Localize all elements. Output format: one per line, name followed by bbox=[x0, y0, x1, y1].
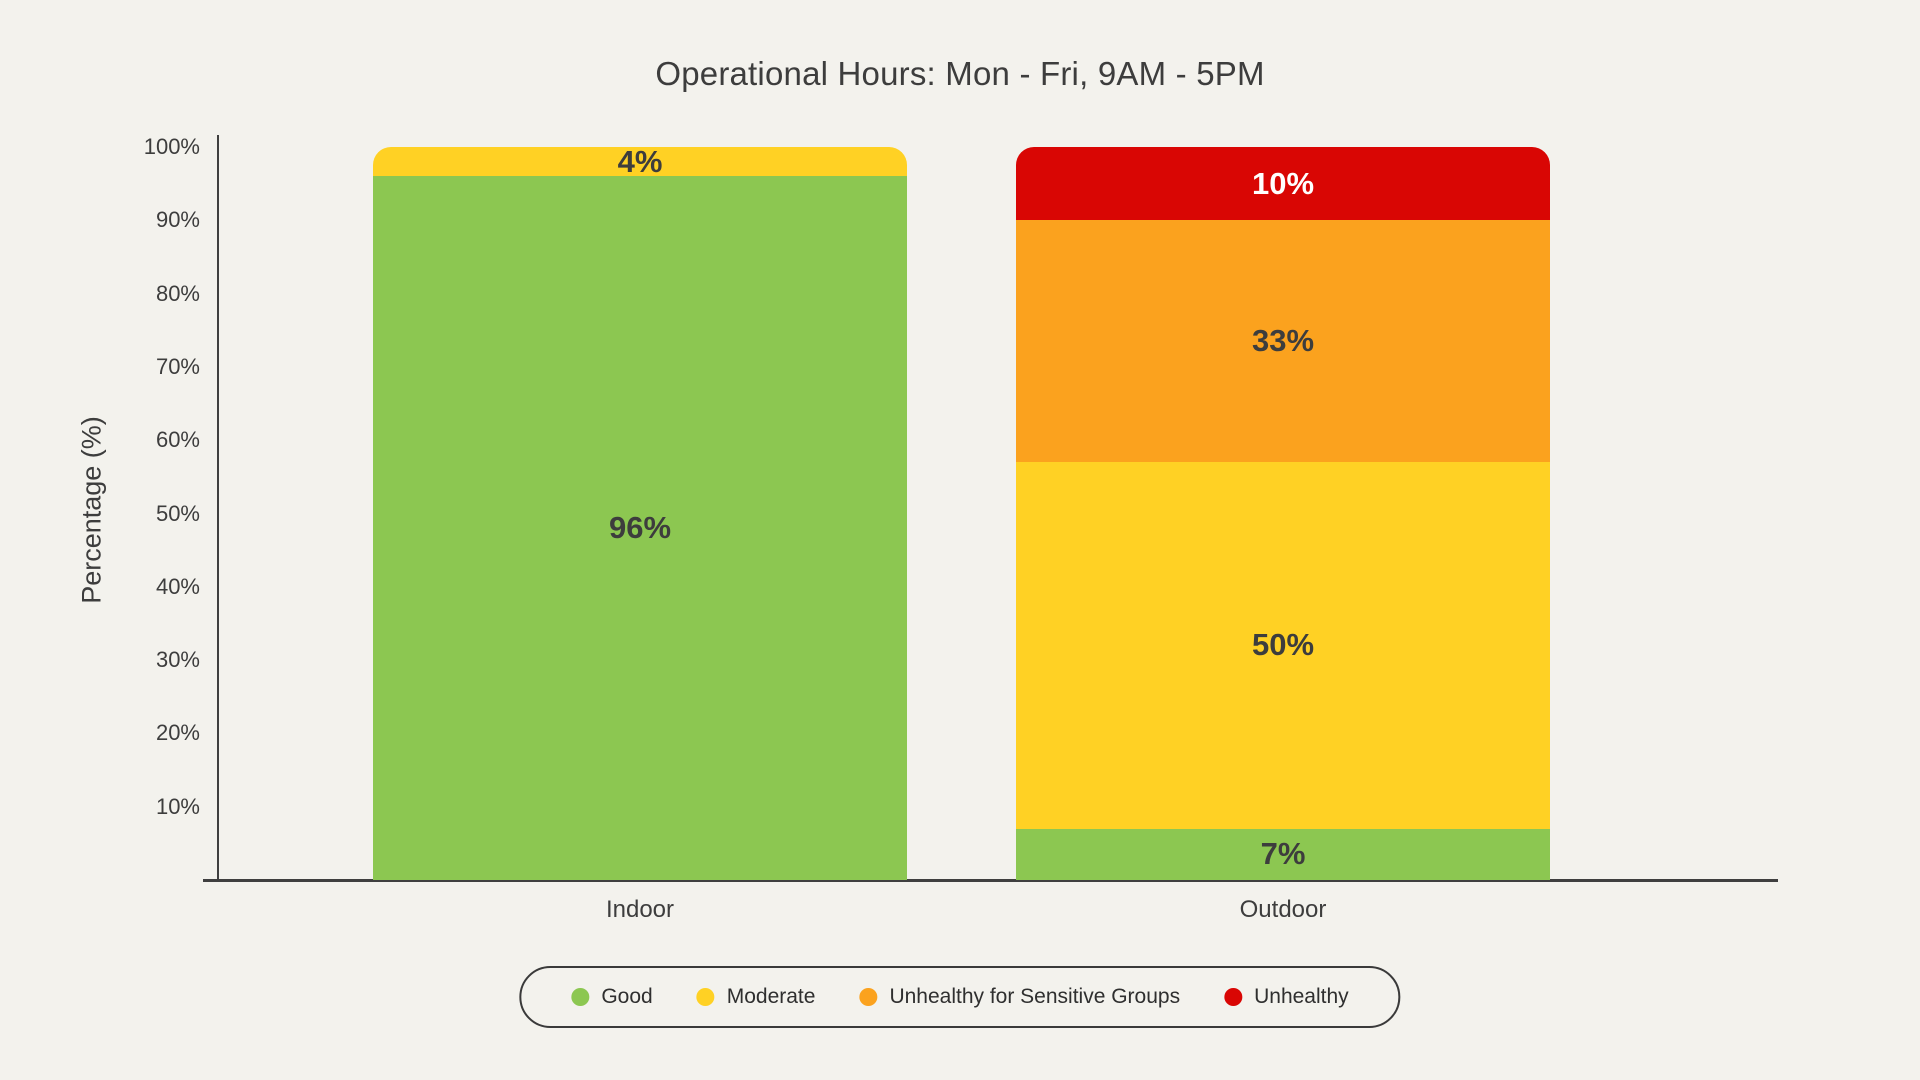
x-category-label-outdoor: Outdoor bbox=[1239, 896, 1327, 923]
y-tick-label: 20% bbox=[155, 720, 200, 746]
segment-value-label: 4% bbox=[617, 143, 663, 179]
legend-item-unhealthy-for-sensitive-groups: Unhealthy for Sensitive Groups bbox=[859, 985, 1180, 1009]
segment-value-label: 10% bbox=[1251, 165, 1315, 201]
legend-item-moderate: Moderate bbox=[696, 985, 816, 1009]
bar-outdoor: 7% 50% 33% 10% bbox=[1016, 147, 1550, 880]
segment-indoor-moderate: 4% bbox=[373, 144, 907, 179]
legend-item-label: Unhealthy for Sensitive Groups bbox=[889, 985, 1181, 1008]
legend-item-good: Good bbox=[571, 985, 653, 1009]
y-tick-label: 30% bbox=[155, 647, 200, 673]
legend-color-dot-icon bbox=[1224, 988, 1243, 1006]
legend-item-label: Moderate bbox=[726, 985, 816, 1008]
segment-outdoor-moderate: 50% bbox=[1016, 462, 1550, 829]
legend-item-label: Good bbox=[601, 985, 653, 1008]
chart-title: Operational Hours: Mon - Fri, 9AM - 5PM bbox=[655, 55, 1265, 92]
legend-color-dot-icon bbox=[571, 988, 590, 1006]
x-axis-line bbox=[203, 879, 1778, 882]
legend-item-unhealthy: Unhealthy bbox=[1224, 985, 1349, 1009]
legend-item-label: Unhealthy bbox=[1254, 985, 1349, 1008]
legend: Good Moderate Unhealthy for Sensitive Grou… bbox=[519, 966, 1401, 1028]
x-category-label-indoor: Indoor bbox=[605, 896, 675, 923]
bar-indoor: 96% 4% bbox=[373, 144, 907, 880]
legend-color-dot-icon bbox=[859, 988, 878, 1006]
y-tick-label: 100% bbox=[143, 134, 200, 159]
y-tick-label: 40% bbox=[155, 573, 200, 599]
y-tick-label: 50% bbox=[155, 500, 200, 526]
segment-outdoor-good: 7% bbox=[1016, 828, 1550, 880]
legend-color-dot-icon bbox=[696, 988, 715, 1006]
y-tick-label: 10% bbox=[155, 793, 200, 819]
segment-value-label: 96% bbox=[608, 510, 672, 546]
y-axis-line bbox=[217, 135, 219, 881]
y-tick-label: 60% bbox=[155, 427, 200, 453]
segment-indoor-good: 96% bbox=[373, 176, 907, 880]
segment-outdoor-unhealthy: 10% bbox=[1016, 147, 1550, 221]
segment-value-label: 33% bbox=[1251, 323, 1315, 359]
segment-value-label: 50% bbox=[1251, 627, 1315, 663]
y-tick-label: 80% bbox=[155, 280, 200, 306]
segment-outdoor-unhealthy-for-sensitive-groups: 33% bbox=[1016, 220, 1550, 463]
y-tick-label: 70% bbox=[155, 353, 200, 379]
segment-value-label: 7% bbox=[1260, 836, 1306, 872]
y-tick-label: 90% bbox=[155, 207, 200, 233]
